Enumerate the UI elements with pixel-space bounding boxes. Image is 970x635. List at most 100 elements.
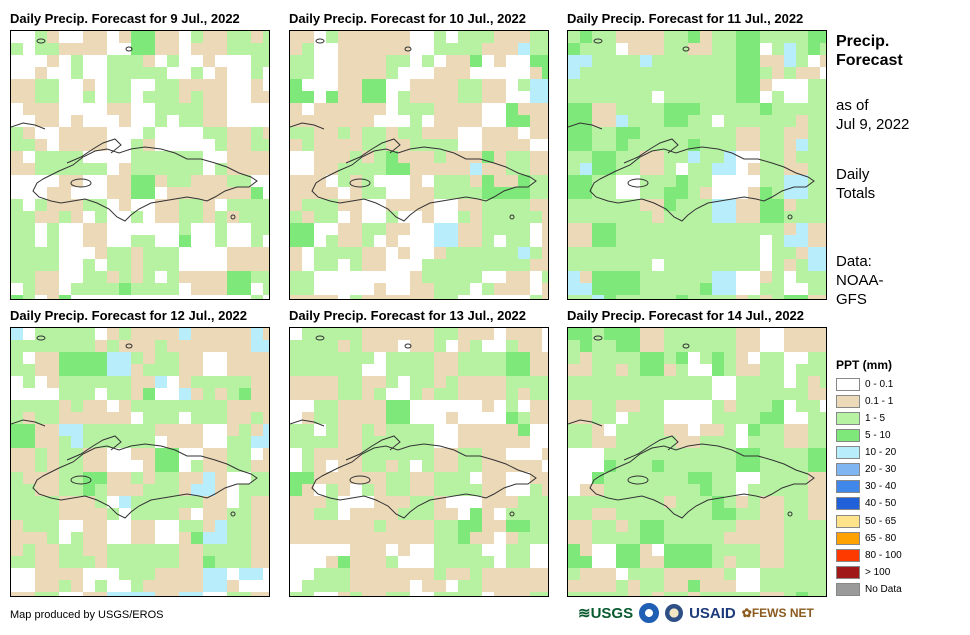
precip-cell xyxy=(23,139,35,151)
precip-cell xyxy=(374,151,386,163)
precip-cell xyxy=(386,544,398,556)
precip-cell xyxy=(47,424,59,436)
precip-cell xyxy=(592,532,604,544)
precip-cell xyxy=(203,235,215,247)
precip-cell xyxy=(251,211,263,223)
precip-cell xyxy=(263,352,269,364)
precip-cell xyxy=(712,568,724,580)
precip-cell xyxy=(131,448,143,460)
precip-cell xyxy=(11,295,23,299)
precip-cell xyxy=(59,364,71,376)
precip-cell xyxy=(748,115,760,127)
legend-swatch xyxy=(836,479,860,493)
precip-cell xyxy=(314,340,326,352)
precip-cell xyxy=(47,211,59,223)
precip-cell xyxy=(167,295,179,299)
precip-cell xyxy=(155,103,167,115)
precip-cell xyxy=(95,472,107,484)
precip-cell xyxy=(592,544,604,556)
precip-cell xyxy=(71,295,83,299)
precip-cell xyxy=(592,55,604,67)
precip-cell xyxy=(239,520,251,532)
precip-cell xyxy=(628,520,640,532)
precip-cell xyxy=(712,67,724,79)
precip-cell xyxy=(179,532,191,544)
precip-cell xyxy=(518,139,530,151)
precip-cell xyxy=(71,460,83,472)
precip-cell xyxy=(422,115,434,127)
precip-cell xyxy=(808,592,820,596)
precip-cell xyxy=(143,352,155,364)
precip-cell xyxy=(568,235,580,247)
precip-cell xyxy=(374,67,386,79)
precip-cell xyxy=(131,283,143,295)
precip-cell xyxy=(506,412,518,424)
precip-cell xyxy=(506,55,518,67)
precip-cell xyxy=(203,532,215,544)
precip-cell xyxy=(748,175,760,187)
precip-cell xyxy=(796,163,808,175)
usaid-logo: USAID xyxy=(689,604,736,622)
precip-cell xyxy=(796,460,808,472)
precip-cell xyxy=(191,532,203,544)
precip-cell xyxy=(35,67,47,79)
precip-cell xyxy=(580,580,592,592)
precip-cell xyxy=(470,556,482,568)
precip-cell xyxy=(95,103,107,115)
precip-cell xyxy=(506,103,518,115)
precip-cell xyxy=(119,496,131,508)
precip-cell xyxy=(239,496,251,508)
precip-cell xyxy=(386,31,398,43)
precip-cell xyxy=(167,544,179,556)
precip-cell xyxy=(119,376,131,388)
precip-cell xyxy=(239,271,251,283)
precip-cell xyxy=(664,139,676,151)
precip-cell xyxy=(83,187,95,199)
precip-cell xyxy=(760,175,772,187)
precip-cell xyxy=(482,223,494,235)
precip-cell xyxy=(290,448,302,460)
precip-cell xyxy=(676,115,688,127)
precip-cell xyxy=(374,388,386,400)
precip-cell xyxy=(530,115,542,127)
precip-cell xyxy=(83,55,95,67)
precip-cell xyxy=(11,496,23,508)
precip-cell xyxy=(518,340,530,352)
precip-cell xyxy=(23,187,35,199)
precip-cell xyxy=(263,43,269,55)
legend-label: 40 - 50 xyxy=(865,497,897,509)
precip-cell xyxy=(434,223,446,235)
precip-cell xyxy=(410,103,422,115)
precip-cell xyxy=(688,79,700,91)
precip-cell xyxy=(542,31,548,43)
precip-cell xyxy=(482,271,494,283)
precip-cell xyxy=(820,139,826,151)
precip-cell xyxy=(808,211,820,223)
precip-cell xyxy=(712,103,724,115)
precip-cell xyxy=(796,115,808,127)
precip-cell xyxy=(59,163,71,175)
precip-cell xyxy=(326,592,338,596)
precip-cell xyxy=(724,580,736,592)
precip-cell xyxy=(760,283,772,295)
precip-cell xyxy=(724,295,736,299)
precip-cell xyxy=(11,235,23,247)
precip-cell xyxy=(215,580,227,592)
precip-cell xyxy=(446,295,458,299)
precip-cell xyxy=(808,544,820,556)
precip-cell xyxy=(458,568,470,580)
precip-cell xyxy=(458,496,470,508)
precip-cell xyxy=(215,271,227,283)
precip-cell xyxy=(155,424,167,436)
precip-cell xyxy=(227,127,239,139)
precip-cell xyxy=(350,508,362,520)
precip-cell xyxy=(506,592,518,596)
precip-cell xyxy=(628,376,640,388)
precip-cell xyxy=(664,79,676,91)
precip-cell xyxy=(398,400,410,412)
precip-cell xyxy=(796,496,808,508)
precip-cell xyxy=(47,340,59,352)
precip-cell xyxy=(251,199,263,211)
precip-cell xyxy=(179,412,191,424)
precip-cell xyxy=(482,556,494,568)
